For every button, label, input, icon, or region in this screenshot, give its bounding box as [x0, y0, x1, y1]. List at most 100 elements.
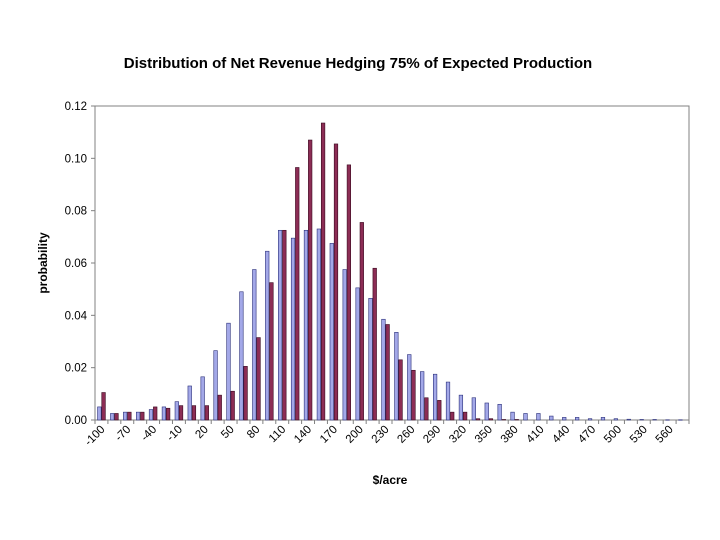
bar-series-1 [665, 419, 670, 421]
y-tick-label: 0.06 [65, 258, 87, 270]
bar-series-1 [639, 419, 644, 421]
bar-series-1 [226, 322, 231, 421]
bar-series-2 [450, 411, 455, 421]
bars-group [97, 122, 683, 421]
x-tick-label: 470 [576, 424, 598, 446]
bar-series-1 [562, 417, 567, 421]
y-tick-label: 0.00 [65, 415, 87, 427]
bar-series-2 [514, 419, 519, 421]
bar-series-1 [523, 413, 528, 421]
bar-series-2 [475, 418, 481, 421]
bar-series-1 [432, 373, 438, 421]
bar-series-1 [213, 350, 218, 421]
x-tick-label: 530 [628, 424, 650, 446]
bar-series-2 [488, 418, 494, 421]
bar-series-2 [385, 324, 390, 421]
bar-series-1 [497, 403, 502, 421]
x-tick-label: 50 [219, 424, 237, 442]
bar-series-1 [536, 413, 541, 421]
x-tick-label: 260 [395, 424, 417, 446]
bar-series-2 [217, 394, 222, 421]
y-tick-label: 0.02 [65, 363, 87, 375]
chart-title: Distribution of Net Revenue Hedging 75% … [124, 55, 592, 72]
bar-series-2 [501, 419, 506, 421]
bar-series-1 [239, 291, 244, 421]
x-axis-label: $/acre [373, 473, 408, 487]
bar-series-1 [303, 229, 309, 421]
bar-series-1 [110, 413, 115, 421]
x-tick-label: 20 [193, 424, 211, 442]
bar-series-1 [136, 411, 141, 421]
x-tick-label: 140 [292, 424, 314, 446]
bar-series-1 [187, 385, 192, 421]
bar-series-1 [484, 402, 489, 421]
bar-series-2 [463, 411, 468, 421]
bar-series-1 [252, 269, 257, 421]
bar-series-2 [127, 411, 132, 421]
bar-series-1 [123, 411, 128, 421]
bar-series-2 [437, 400, 442, 421]
bar-series-1 [174, 401, 179, 421]
bar-series-2 [372, 267, 377, 421]
bar-series-1 [613, 418, 618, 421]
bar-series-2 [398, 359, 403, 421]
y-tick-label: 0.08 [65, 206, 87, 218]
bar-series-1 [652, 419, 657, 421]
bar-series-2 [140, 411, 145, 421]
bar-series-1 [510, 411, 515, 421]
bar-series-1 [600, 417, 606, 421]
bar-series-1 [420, 371, 425, 421]
bar-series-2 [166, 407, 171, 421]
bar-series-2 [282, 229, 287, 421]
bar-series-2 [230, 390, 235, 421]
x-tick-label: -10 [165, 424, 185, 444]
y-tick-label: 0.12 [65, 101, 87, 113]
bar-series-2 [346, 164, 352, 421]
bar-series-1 [407, 354, 412, 421]
bar-series-2 [256, 337, 261, 421]
x-tick-label: -40 [139, 424, 159, 444]
x-tick-label: 200 [344, 424, 366, 446]
bar-series-1 [471, 397, 476, 421]
bar-series-1 [587, 418, 593, 421]
bar-series-2 [308, 139, 313, 421]
bar-series-2 [153, 406, 158, 421]
bar-series-1 [678, 419, 683, 421]
x-tick-label: 560 [654, 424, 676, 446]
x-tick-label: 170 [318, 424, 340, 446]
bar-series-1 [161, 406, 167, 421]
x-tick-label: 290 [421, 424, 443, 446]
bar-series-1 [575, 417, 580, 421]
bar-series-2 [204, 405, 209, 421]
bar-series-1 [381, 318, 386, 421]
x-tick-label: 230 [370, 424, 392, 446]
x-tick-label: 350 [473, 424, 495, 446]
bar-series-1 [265, 250, 270, 421]
bar-series-1 [316, 228, 321, 421]
bar-series-2 [114, 413, 119, 421]
bar-series-1 [394, 332, 399, 421]
bar-series-2 [411, 369, 416, 421]
x-tick-label: 440 [550, 424, 572, 446]
bar-series-2 [178, 405, 184, 421]
bar-series-1 [355, 287, 360, 421]
bar-series-1 [342, 269, 347, 421]
bar-series-2 [191, 405, 197, 421]
bar-series-2 [243, 366, 248, 421]
bar-series-2 [295, 167, 300, 421]
x-tick-label: 380 [499, 424, 521, 446]
bar-series-1 [290, 237, 296, 421]
bar-series-2 [101, 392, 106, 421]
bar-series-1 [458, 394, 464, 421]
bar-series-2 [424, 397, 429, 421]
x-axis: -100 -70 -40 -10 20 50 80 110 140 170 200 230 260 290… [83, 420, 690, 448]
x-tick-label: 500 [602, 424, 624, 446]
plot-area [94, 105, 690, 421]
bar-series-2 [333, 143, 339, 421]
y-axis-label: probability [36, 232, 50, 294]
bar-series-1 [329, 243, 334, 421]
bar-series-2 [320, 122, 326, 421]
x-tick-label: 110 [267, 424, 288, 445]
x-tick-label: -70 [113, 424, 133, 444]
